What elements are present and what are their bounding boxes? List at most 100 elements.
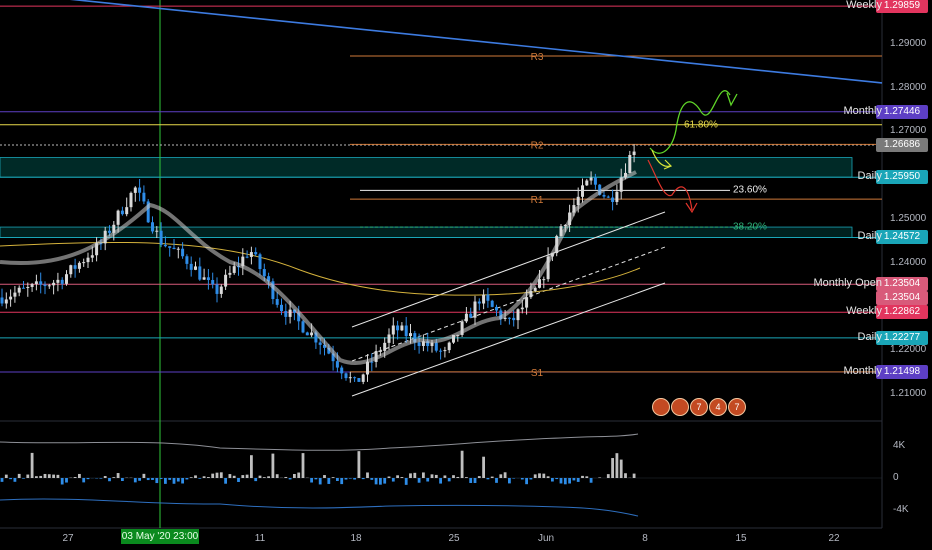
candle-body: [168, 246, 172, 248]
indicator-bar: [250, 455, 253, 478]
level-name-weekly: Weekly: [846, 0, 882, 12]
price-axis-tick: 1.22000: [890, 344, 927, 355]
indicator-bar: [434, 474, 438, 478]
candle-body: [249, 252, 253, 257]
candle-body: [297, 312, 301, 322]
indicator-bar: [138, 478, 141, 481]
candle-body: [327, 347, 331, 354]
indicator-bar: [271, 453, 275, 478]
indicator-bar: [404, 478, 408, 485]
candle-body: [434, 342, 438, 351]
economic-event-icon[interactable]: 4: [709, 398, 727, 416]
pivot-label-s1: S1: [531, 368, 544, 379]
indicator-bar: [503, 472, 507, 478]
indicator-bar: [142, 473, 146, 478]
candle-body: [516, 309, 520, 321]
price-axis-tick: 1.25000: [890, 212, 927, 224]
candle-body: [606, 196, 610, 198]
candle-body: [254, 252, 258, 255]
indicator-bar: [39, 475, 43, 478]
price-axis-tick: 1.27000: [890, 125, 927, 137]
candle-body: [86, 257, 90, 263]
indicator-bar: [26, 474, 30, 478]
candle-body: [439, 350, 443, 352]
candle-body: [133, 187, 137, 193]
level-name-monthly: Monthly: [843, 104, 882, 117]
candle-body: [370, 361, 374, 363]
indicator-bar: [211, 473, 215, 478]
indicator-bar: [383, 478, 387, 484]
indicator-bar: [396, 475, 399, 478]
indicator-bar: [108, 478, 111, 482]
candle-body: [619, 177, 623, 192]
indicator-bar: [370, 478, 374, 480]
candle-body: [280, 304, 283, 312]
indicator-bar: [284, 476, 288, 478]
indicator-bar: [422, 472, 425, 478]
indicator-bar: [155, 478, 159, 484]
candle-body: [335, 361, 339, 368]
price-axis-tick: 1.24000: [890, 256, 927, 268]
candle-body: [611, 197, 615, 202]
price-tag-monthly-open: 1.23504: [876, 277, 928, 292]
economic-event-icon[interactable]: [652, 398, 670, 416]
economic-event-icon[interactable]: 7: [728, 398, 746, 416]
candle-body: [73, 265, 77, 269]
level-name-daily: Daily: [857, 170, 882, 183]
indicator-bar: [103, 476, 107, 478]
price-tag-weekly: 1.29859: [876, 0, 928, 14]
indicator-bar: [443, 475, 447, 478]
indicator-bar: [499, 474, 503, 478]
indicator-bar: [262, 477, 266, 478]
indicator-bar: [520, 478, 524, 480]
candle-body: [628, 155, 632, 173]
candle-body: [477, 301, 481, 304]
candle-body: [77, 262, 81, 269]
indicator-bar: [314, 478, 318, 480]
indicator-bar: [86, 478, 90, 480]
indicator-bar: [568, 478, 571, 484]
indicator-bar: [538, 473, 541, 478]
level-name-monthly: Monthly: [843, 364, 882, 377]
candle-body: [409, 333, 412, 337]
pivot-label-r1: R1: [531, 195, 544, 206]
time-axis-tick: 15: [735, 533, 747, 544]
candle-body: [232, 266, 236, 273]
indicator-bar: [357, 451, 361, 478]
indicator-bar: [215, 472, 219, 478]
indicator-bar: [13, 478, 17, 482]
candle-body: [108, 230, 111, 233]
indicator-bar: [606, 474, 610, 478]
indicator-bar: [598, 477, 602, 478]
candle-body: [267, 276, 271, 282]
indicator-bar: [9, 478, 12, 480]
indicator-bar: [508, 478, 511, 484]
time-axis-tick: Jun: [537, 533, 555, 544]
indicator-bar: [336, 478, 339, 481]
candle-body: [34, 281, 38, 285]
candle-body: [17, 287, 21, 293]
indicator-bar: [387, 476, 391, 478]
candle-body: [542, 279, 546, 281]
indicator-bar: [409, 473, 412, 478]
candle-body: [585, 180, 589, 186]
economic-event-icon[interactable]: [671, 398, 689, 416]
candle-body: [284, 311, 288, 317]
indicator-bar: [452, 475, 455, 478]
economic-event-icon[interactable]: 7: [690, 398, 708, 416]
indicator-bar: [589, 478, 593, 483]
indicator-upper-band: [0, 433, 639, 451]
indicator-bar: [146, 478, 150, 481]
candle-body: [383, 342, 387, 351]
time-axis-tick: 25: [448, 533, 460, 544]
candle-body: [490, 300, 494, 307]
indicator-bar: [473, 478, 477, 483]
candle-body: [533, 287, 537, 291]
candle-body: [4, 299, 8, 304]
candle-body: [430, 342, 434, 347]
price-tag-monthly: 1.21498: [876, 364, 928, 379]
candle-body: [120, 210, 124, 215]
candle-body: [185, 256, 189, 264]
